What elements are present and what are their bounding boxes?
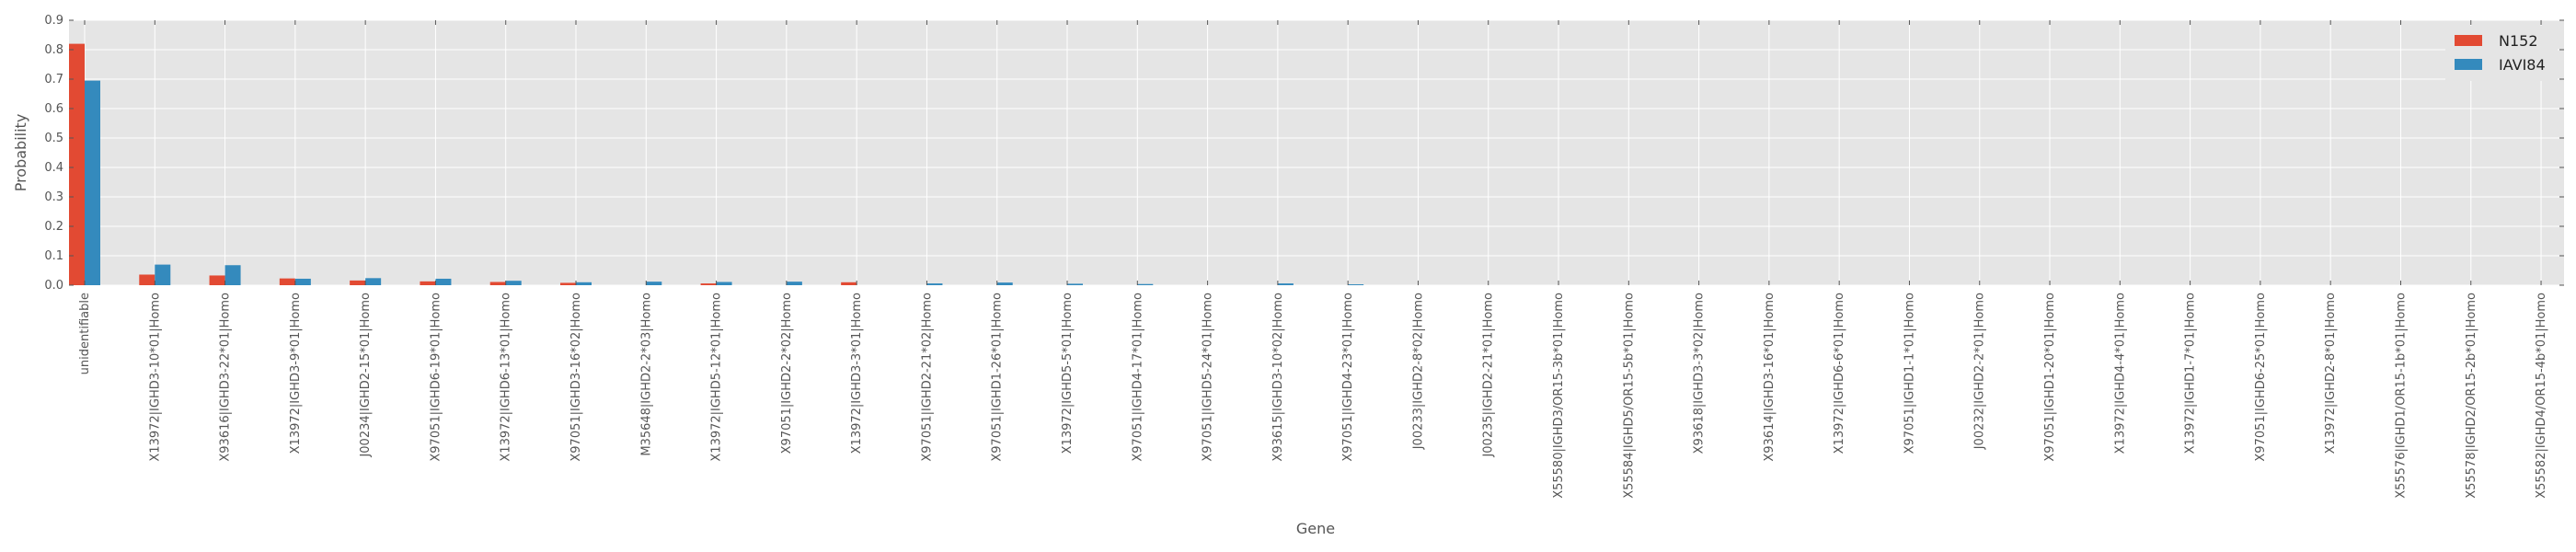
x-axis-ticks: unidentifiable X13972|IGHD3-10*01|Homo X93… — [78, 20, 2548, 499]
x-tick-label: X13972|IGHD1-7*01|Homo — [2184, 293, 2198, 454]
x-tick-label: X13972|IGHD3-10*01|Homo — [148, 293, 162, 462]
y-tick-label: 0.0 — [44, 279, 63, 293]
x-tick-label: unidentifiable — [78, 293, 92, 374]
x-tick-label: X13972|IGHD3-3*01|Homo — [850, 293, 864, 454]
x-tick-label: X97051|IGHD6-25*01|Homo — [2254, 293, 2268, 462]
bar-iavi84 — [224, 265, 241, 285]
y-axis-ticks: 0.0 0.1 0.2 0.3 0.4 0.5 0.6 0.7 0.8 0.9 — [44, 14, 2564, 293]
bar-n152 — [139, 274, 155, 285]
bars — [69, 43, 1364, 285]
x-tick-label: X13972|IGHD3-9*01|Homo — [289, 293, 303, 454]
x-tick-label: X13972|IGHD6-6*01|Homo — [1833, 293, 1846, 454]
y-axis-label: Probability — [12, 114, 29, 192]
bar-n152 — [279, 278, 295, 285]
x-axis-label: Gene — [1296, 520, 1335, 537]
x-tick-label: X93615|IGHD3-10*02|Homo — [1271, 293, 1285, 462]
y-tick-label: 0.8 — [44, 43, 63, 57]
bar-iavi84 — [505, 281, 522, 285]
y-tick-label: 0.2 — [44, 220, 63, 234]
bar-iavi84 — [1277, 283, 1294, 285]
x-tick-label: X13972|IGHD5-12*01|Homo — [710, 293, 724, 462]
bar-n152 — [560, 282, 577, 285]
x-tick-label: X93614|IGHD3-16*01|Homo — [1763, 293, 1777, 462]
bar-iavi84 — [576, 282, 592, 285]
x-tick-label: J00233|IGHD2-8*02|Homo — [1411, 293, 1425, 450]
bar-n152 — [209, 275, 225, 285]
y-tick-label: 0.4 — [44, 161, 63, 175]
x-tick-label: X97051|IGHD4-17*01|Homo — [1131, 293, 1144, 462]
bar-iavi84 — [786, 282, 802, 285]
y-tick-label: 0.3 — [44, 190, 63, 204]
bar-iavi84 — [926, 283, 943, 285]
x-tick-label: X97051|IGHD5-24*01|Homo — [1202, 293, 1215, 462]
legend-swatch-iavi84 — [2455, 59, 2482, 70]
bar-n152 — [69, 43, 85, 285]
bar-iavi84 — [646, 282, 662, 285]
x-tick-label: J00235|IGHD2-21*01|Homo — [1482, 293, 1496, 458]
x-tick-label: X93616|IGHD3-22*01|Homo — [219, 293, 233, 462]
bar-n152 — [700, 283, 717, 285]
bar-iavi84 — [1137, 283, 1154, 285]
bar-iavi84 — [716, 282, 732, 285]
bar-iavi84 — [155, 264, 171, 285]
bar-iavi84 — [85, 80, 100, 285]
bar-iavi84 — [365, 278, 382, 285]
x-tick-label: X13972|IGHD2-8*01|Homo — [2324, 293, 2338, 454]
y-tick-label: 0.1 — [44, 249, 63, 263]
bar-iavi84 — [435, 278, 452, 285]
bar-n152 — [841, 282, 857, 285]
x-tick-label: X97051|IGHD2-21*02|Homo — [920, 293, 934, 462]
x-tick-label: X55584|IGHD5/OR15-5b*01|Homo — [1622, 293, 1636, 499]
bar-iavi84 — [1348, 284, 1364, 285]
legend-label-n152: N152 — [2499, 32, 2538, 50]
legend: N152 IAVI84 — [2445, 26, 2558, 81]
x-tick-label: X13972|IGHD6-13*01|Homo — [500, 293, 513, 462]
x-tick-label: X55582|IGHD4/OR15-4b*01|Homo — [2535, 293, 2548, 499]
x-tick-label: J00232|IGHD2-2*01|Homo — [1973, 293, 1987, 450]
bar-n152 — [420, 281, 436, 285]
x-tick-label: M35648|IGHD2-2*03|Homo — [639, 293, 653, 456]
x-tick-label: X55578|IGHD2/OR15-2b*01|Homo — [2465, 293, 2478, 499]
bar-iavi84 — [294, 278, 311, 285]
grid-lines — [69, 19, 2564, 286]
x-tick-label: X97051|IGHD6-19*01|Homo — [429, 293, 443, 462]
bar-n152 — [350, 280, 366, 285]
x-tick-label: J00234|IGHD2-15*01|Homo — [359, 293, 373, 458]
y-tick-label: 0.5 — [44, 132, 63, 145]
bar-n152 — [489, 282, 506, 285]
bar-iavi84 — [1067, 283, 1084, 285]
x-tick-label: X55580|IGHD3/OR15-3b*01|Homo — [1552, 293, 1566, 499]
x-tick-label: X13972|IGHD5-5*01|Homo — [1061, 293, 1075, 454]
plot-background — [69, 20, 2564, 285]
x-tick-label: X93618|IGHD3-3*02|Homo — [1693, 293, 1707, 454]
y-tick-label: 0.7 — [44, 73, 63, 86]
x-tick-label: X13972|IGHD4-4*01|Homo — [2113, 293, 2127, 454]
x-tick-label: X97051|IGHD3-16*02|Homo — [569, 293, 583, 462]
x-tick-label: X97051|IGHD4-23*01|Homo — [1341, 293, 1355, 462]
y-tick-label: 0.6 — [44, 102, 63, 116]
bar-iavi84 — [996, 282, 1013, 285]
legend-label-iavi84: IAVI84 — [2499, 56, 2546, 74]
x-tick-label: X55576|IGHD1/OR15-1b*01|Homo — [2394, 293, 2408, 499]
y-tick-label: 0.9 — [44, 14, 63, 28]
x-tick-label: X97051|IGHD1-1*01|Homo — [1903, 293, 1916, 454]
x-tick-label: X97051|IGHD1-20*01|Homo — [2043, 293, 2057, 462]
x-tick-label: X97051|IGHD2-2*02|Homo — [780, 293, 794, 454]
legend-swatch-n152 — [2455, 35, 2482, 46]
x-tick-label: X97051|IGHD1-26*01|Homo — [991, 293, 1005, 462]
